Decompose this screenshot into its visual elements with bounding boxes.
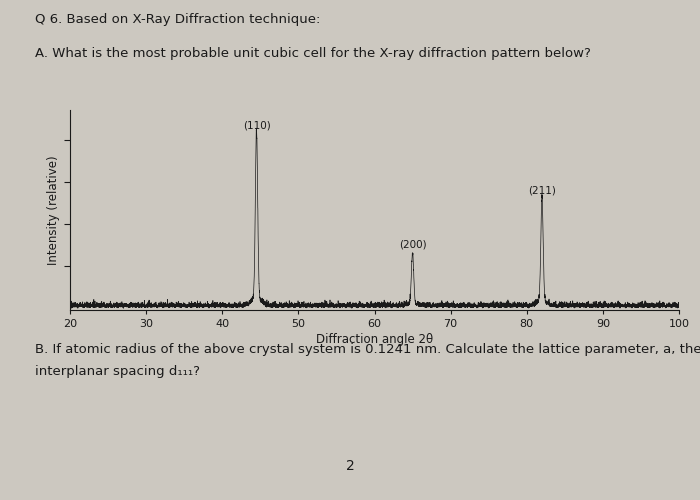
Text: B. If atomic radius of the above crystal system is 0.1241 nm. Calculate the latt: B. If atomic radius of the above crystal… [35, 342, 700, 355]
Text: Q 6. Based on X-Ray Diffraction technique:: Q 6. Based on X-Ray Diffraction techniqu… [35, 12, 321, 26]
Text: (110): (110) [243, 120, 270, 130]
Y-axis label: Intensity (relative): Intensity (relative) [48, 155, 60, 265]
Text: A. What is the most probable unit cubic cell for the X-ray diffraction pattern b: A. What is the most probable unit cubic … [35, 48, 591, 60]
Text: 2: 2 [346, 458, 354, 472]
Text: interplanar spacing d₁₁₁?: interplanar spacing d₁₁₁? [35, 365, 200, 378]
X-axis label: Diffraction angle 2θ: Diffraction angle 2θ [316, 333, 433, 346]
Text: (200): (200) [399, 240, 426, 250]
Text: (211): (211) [528, 186, 556, 196]
